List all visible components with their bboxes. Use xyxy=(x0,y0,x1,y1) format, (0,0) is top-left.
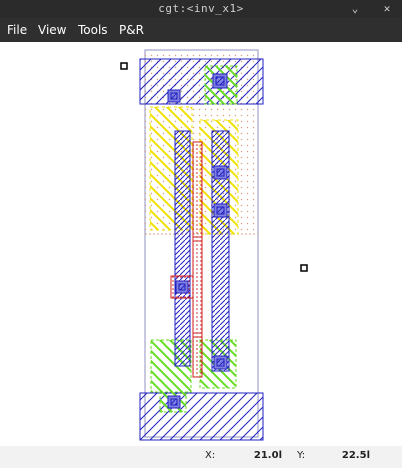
status-bar: X: 21.0l Y: 22.5l xyxy=(0,446,402,468)
window-title: cgt:<inv_x1> xyxy=(158,2,244,15)
cursor-marker[interactable] xyxy=(300,264,308,272)
vdd-rail[interactable] xyxy=(139,58,264,105)
contact-top-right[interactable] xyxy=(212,73,228,89)
menu-view[interactable]: View xyxy=(38,23,67,37)
x-coord-label: X: xyxy=(205,450,216,461)
x-coord-value: 21.0l xyxy=(253,450,282,461)
poly-gate[interactable] xyxy=(192,141,203,378)
vss-rail[interactable] xyxy=(139,392,264,441)
contact-output-2[interactable] xyxy=(213,203,228,218)
contact-output-1[interactable] xyxy=(213,165,228,180)
y-coord-value: 22.5l xyxy=(341,450,370,461)
menu-tools[interactable]: Tools xyxy=(78,23,108,37)
layout-canvas[interactable] xyxy=(0,42,402,446)
metal-wire-output[interactable] xyxy=(211,130,230,372)
title-bar: cgt:<inv_x1> ⌄ ✕ xyxy=(0,0,402,18)
close-icon[interactable]: ✕ xyxy=(383,2,391,15)
y-coord-label: Y: xyxy=(297,450,306,461)
contact-output-bottom[interactable] xyxy=(213,355,228,370)
metal-wire-input[interactable] xyxy=(174,130,191,367)
menu-file[interactable]: File xyxy=(7,23,28,37)
ndiff-top-tap[interactable] xyxy=(204,65,238,105)
contact-input-poly[interactable] xyxy=(175,280,189,294)
contact-top-left[interactable] xyxy=(167,89,181,103)
minimize-icon[interactable]: ⌄ xyxy=(351,2,359,15)
origin-marker[interactable] xyxy=(120,62,128,70)
contact-bottom-left[interactable] xyxy=(167,395,181,409)
menu-bar: File View Tools P&R xyxy=(0,18,402,42)
layout-view[interactable] xyxy=(0,42,402,446)
menu-pr[interactable]: P&R xyxy=(119,23,144,37)
